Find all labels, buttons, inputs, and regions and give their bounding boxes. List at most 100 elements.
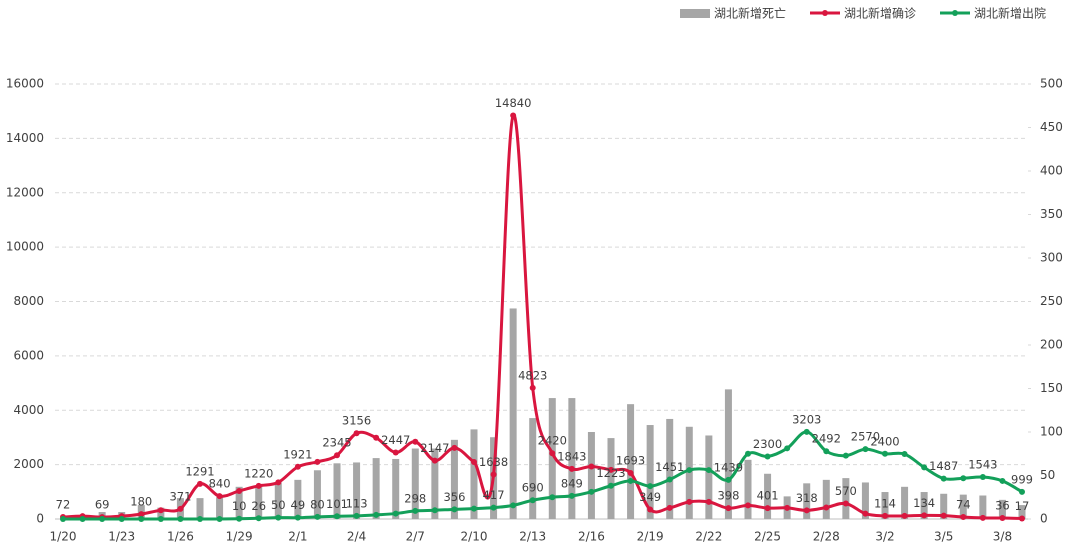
marker [177,505,184,512]
data-label: 2570 [851,430,880,444]
bar [216,497,224,519]
marker [588,463,595,470]
data-label: 570 [835,484,857,498]
marker [510,112,517,119]
data-label: 74 [956,497,971,511]
x-tick-label: 2/22 [695,530,722,544]
marker [803,428,810,435]
data-label: 1223 [596,466,625,480]
marker [1019,488,1025,495]
bar [744,459,752,519]
data-label: 1638 [479,455,508,469]
data-label: 349 [639,490,661,504]
marker [979,474,986,481]
marker [412,507,419,514]
marker [99,516,106,522]
data-label: 49 [291,498,306,512]
marker [608,466,614,473]
marker [373,434,380,441]
marker [940,475,947,482]
marker [862,510,869,517]
marker [823,448,830,455]
data-label: 1693 [616,453,645,467]
data-label: 3156 [342,414,371,428]
bar [548,398,556,519]
y2-tick-label: 400 [1040,164,1063,178]
data-label: 10 [232,499,247,513]
data-label: 3203 [792,412,821,426]
marker [921,464,928,471]
marker [431,457,438,464]
data-label: 298 [404,491,426,505]
marker [901,512,908,519]
y2-tick-label: 150 [1040,381,1063,395]
marker [647,506,654,513]
bar [353,462,361,519]
data-label: 1291 [185,464,214,478]
bar [568,398,576,519]
marker [647,483,654,490]
data-label: 356 [443,490,465,504]
marker [764,505,771,512]
marker [882,450,888,457]
data-label: 101 [326,497,348,511]
x-tick-label: 3/8 [993,530,1012,544]
data-label: 840 [209,477,231,491]
data-label: 134 [913,496,935,510]
data-label: 2420 [538,434,567,448]
marker [842,452,849,459]
legend-label: 湖北新增出院 [974,6,1046,21]
marker [216,516,223,522]
marker [1019,515,1025,522]
marker [236,515,243,522]
data-label: 4823 [518,368,547,382]
marker [549,450,556,457]
data-label: 1439 [714,460,743,474]
marker [725,505,732,512]
marker [686,467,693,474]
data-label: 398 [717,489,739,503]
x-tick-label: 2/25 [754,530,781,544]
bar [940,493,948,519]
data-label: 17 [1015,499,1030,513]
marker [216,493,223,500]
x-tick-label: 3/2 [875,530,894,544]
marker [627,469,634,476]
data-label: 1843 [557,449,586,463]
marker [157,516,164,522]
marker [392,449,399,456]
line [62,113,1023,521]
data-label: 1487 [929,459,958,473]
marker [255,482,262,489]
data-label: 69 [95,498,110,512]
data-label: 80 [310,497,325,511]
y2-tick-label: 0 [1040,512,1048,526]
marker [568,492,575,499]
data-label: 849 [561,476,583,490]
data-label: 72 [56,498,71,512]
marker [431,507,438,514]
marker [705,467,712,474]
marker [608,482,614,489]
x-tick-label: 2/10 [461,530,488,544]
x-tick-label: 1/23 [108,530,135,544]
marker [901,451,908,458]
bar [1018,505,1026,519]
data-label: 36 [995,499,1010,513]
bar [235,486,243,519]
y-tick-label: 4000 [13,403,44,417]
marker [803,507,810,514]
x-tick-label: 2/16 [578,530,605,544]
data-label: 114 [874,496,896,510]
bar [607,438,615,519]
bar [450,439,458,519]
y2-tick-label: 250 [1040,294,1063,308]
data-label: 2300 [753,437,782,451]
marker [490,504,497,511]
data-label: 2492 [812,432,841,446]
x-tick-label: 1/20 [50,530,77,544]
data-label: 318 [796,491,818,505]
legend-swatch [680,9,710,18]
marker [549,494,556,501]
